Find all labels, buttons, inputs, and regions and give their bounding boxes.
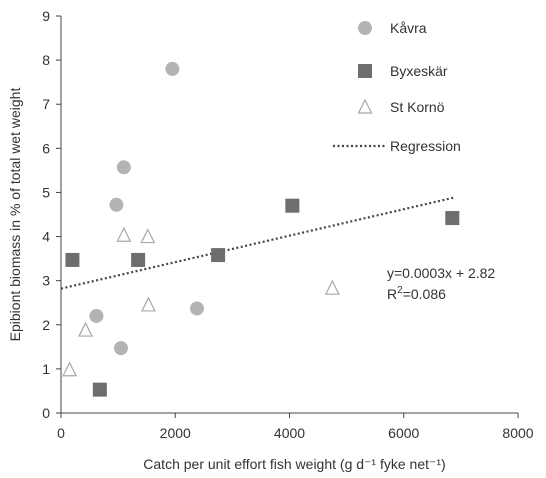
data-point-square — [65, 252, 80, 267]
data-point-circle — [165, 61, 180, 76]
data-point-triangle — [116, 226, 132, 242]
data-point-square — [211, 248, 226, 263]
y-tick-label: 1 — [42, 361, 50, 377]
data-point-triangle — [324, 279, 340, 295]
x-tick-label: 6000 — [388, 425, 419, 441]
y-tick-label: 3 — [42, 273, 50, 289]
y-tick-label: 7 — [42, 96, 50, 112]
y-tick-label: 9 — [42, 8, 50, 24]
y-tick-label: 2 — [42, 317, 50, 333]
y-tick-label: 8 — [42, 52, 50, 68]
r2-prefix: R — [387, 286, 397, 302]
legend-label: Byxeskär — [390, 63, 448, 79]
legend-marker-square — [358, 64, 372, 78]
y-axis-title: Epibiont biomass in % of total wet weigh… — [7, 88, 23, 342]
data-points — [62, 61, 460, 397]
y-tick-label: 0 — [42, 405, 50, 421]
x-tick-label: 8000 — [502, 425, 533, 441]
legend-label: Kåvra — [390, 20, 427, 36]
r2-exponent: 2 — [397, 285, 403, 296]
x-tick-label: 4000 — [274, 425, 305, 441]
legend: Kåvra Byxeskär St Kornö Regression — [333, 20, 461, 154]
legend-label: Regression — [390, 138, 461, 154]
legend-label: St Kornö — [390, 99, 445, 115]
x-axis: 0 2000 4000 6000 8000 — [57, 412, 534, 441]
x-axis-title: Catch per unit effort fish weight (g d⁻¹… — [143, 456, 445, 472]
data-point-circle — [116, 160, 131, 175]
data-point-square — [92, 382, 107, 397]
r2-value: =0.086 — [403, 286, 446, 302]
legend-marker-triangle — [357, 98, 373, 114]
data-point-triangle — [140, 296, 156, 312]
data-point-triangle — [62, 361, 78, 377]
y-tick-label: 4 — [42, 229, 50, 245]
data-point-circle — [189, 301, 204, 316]
y-tick-label: 6 — [42, 140, 50, 156]
x-tick-label: 2000 — [160, 425, 191, 441]
legend-marker-circle — [358, 21, 372, 35]
data-point-triangle — [140, 228, 156, 244]
y-tick-label: 5 — [42, 184, 50, 200]
y-axis: 0 1 2 3 4 5 6 7 8 9 — [42, 8, 62, 421]
data-point-triangle — [78, 321, 94, 337]
data-point-square — [445, 211, 460, 226]
data-point-square — [285, 198, 300, 213]
data-point-circle — [109, 197, 124, 212]
data-point-circle — [89, 308, 104, 323]
regression-equation: y=0.0003x + 2.82 — [387, 265, 495, 281]
data-point-square — [131, 252, 146, 267]
data-point-circle — [113, 341, 128, 356]
r-squared-annotation: R2=0.086 — [387, 285, 446, 302]
x-tick-label: 0 — [57, 425, 65, 441]
